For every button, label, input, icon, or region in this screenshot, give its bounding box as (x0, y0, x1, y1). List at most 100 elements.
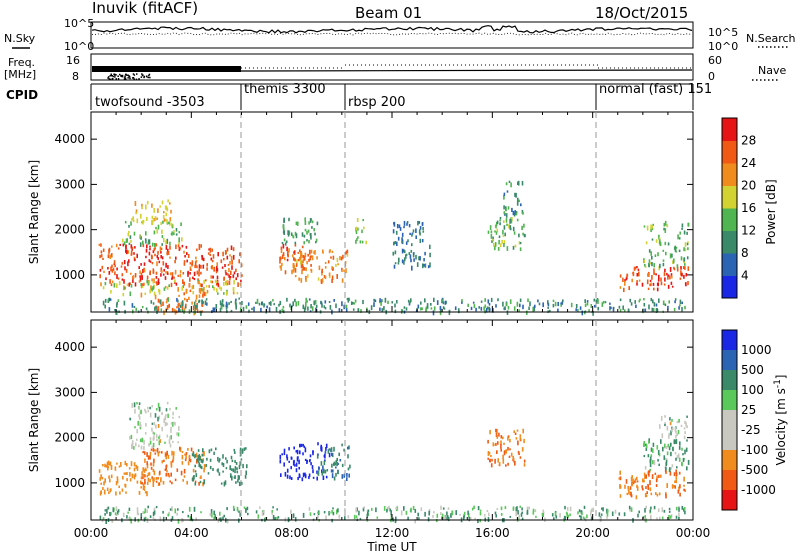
heatmap-cell (623, 512, 626, 517)
heatmap-cell (567, 514, 570, 518)
heatmap-cell (509, 448, 511, 451)
heatmap-cell (212, 285, 214, 289)
heatmap-cell (499, 222, 501, 226)
power-colorbar (722, 118, 737, 299)
heatmap-cell (167, 199, 169, 203)
heatmap-cell (685, 282, 687, 287)
heatmap-cell (211, 259, 214, 263)
heatmap-cell (306, 230, 308, 235)
heatmap-cell (111, 253, 113, 258)
heatmap-cell (363, 226, 365, 230)
heatmap-cell (133, 476, 136, 480)
heatmap-cell (136, 402, 138, 405)
heatmap-cell (356, 226, 358, 231)
heatmap-cell (308, 507, 311, 511)
heatmap-cell (150, 462, 152, 466)
heatmap-cell (174, 269, 177, 275)
heatmap-cell (517, 197, 519, 202)
heatmap-cell (509, 438, 511, 443)
heatmap-cell (288, 460, 290, 463)
heatmap-cell (505, 182, 508, 186)
heatmap-cell (145, 231, 147, 236)
heatmap-cell (189, 262, 192, 265)
heatmap-cell (659, 516, 661, 521)
heatmap-cell (273, 303, 275, 306)
heatmap-cell (116, 510, 119, 515)
heatmap-cell (228, 274, 230, 278)
heatmap-cell (225, 291, 228, 296)
heatmap-cell (400, 510, 403, 516)
heatmap-cell (126, 515, 128, 519)
heatmap-cell (674, 427, 677, 432)
heatmap-cell (394, 303, 396, 308)
heatmap-cell (357, 308, 360, 311)
nsearch-label: N.Search (746, 32, 796, 45)
heatmap-cell (110, 266, 112, 272)
heatmap-cell (114, 466, 117, 471)
heatmap-cell (230, 300, 232, 304)
heatmap-cell (301, 245, 304, 249)
heatmap-cell (226, 255, 229, 260)
heatmap-cell (675, 479, 678, 484)
heatmap-cell (176, 512, 178, 516)
heatmap-cell (333, 476, 336, 481)
heatmap-cell (683, 488, 685, 492)
colorbar-tick-label: 20 (741, 179, 756, 193)
heatmap-cell (419, 256, 421, 261)
heatmap-cell (411, 232, 414, 235)
cpid-label: CPID (6, 88, 38, 102)
heatmap-cell (128, 259, 130, 263)
heatmap-cell (517, 181, 519, 185)
heatmap-cell (271, 510, 273, 514)
heatmap-cell (196, 302, 198, 307)
heatmap-cell (429, 244, 431, 250)
heatmap-cell (590, 516, 593, 521)
heatmap-cell (328, 301, 331, 303)
heatmap-cell (193, 506, 196, 512)
heatmap-cell (518, 309, 520, 313)
y-tick-label: 4000 (54, 132, 85, 146)
heatmap-cell (298, 466, 300, 470)
heatmap-cell (430, 307, 433, 310)
heatmap-cell (226, 247, 229, 252)
heatmap-cell (292, 513, 295, 519)
heatmap-cell (200, 458, 203, 463)
heatmap-cell (641, 282, 644, 287)
heatmap-cell (346, 249, 349, 254)
freq-dot (132, 77, 135, 79)
heatmap-cell (515, 211, 518, 214)
heatmap-cell (317, 442, 319, 446)
heatmap-cell (197, 460, 200, 463)
heatmap-cell (421, 239, 424, 243)
heatmap-cell (164, 276, 167, 280)
heatmap-cell (654, 254, 657, 257)
heatmap-cell (178, 294, 180, 297)
heatmap-cell (502, 458, 505, 464)
heatmap-cell (153, 218, 156, 222)
heatmap-cell (188, 283, 191, 288)
heatmap-cell (537, 299, 539, 303)
heatmap-cell (131, 303, 134, 308)
heatmap-cell (263, 303, 265, 308)
heatmap-cell (660, 439, 662, 444)
heatmap-cell (125, 491, 127, 494)
heatmap-cell (167, 265, 169, 269)
heatmap-cell (678, 506, 680, 509)
heatmap-cell (238, 475, 240, 479)
heatmap-cell (236, 292, 239, 295)
heatmap-cell (298, 257, 301, 261)
heatmap-cell (169, 241, 171, 246)
heatmap-cell (216, 275, 219, 280)
heatmap-cell (675, 515, 678, 519)
heatmap-cell (180, 301, 183, 307)
heatmap-cell (233, 279, 235, 285)
heatmap-cell (647, 484, 649, 488)
heatmap-cell (192, 305, 195, 311)
heatmap-cell (393, 264, 396, 269)
heatmap-cell (233, 508, 235, 511)
heatmap-cell (507, 206, 510, 210)
heatmap-cell (253, 306, 255, 312)
heatmap-cell (311, 465, 314, 470)
heatmap-cell (410, 258, 412, 263)
heatmap-cell (651, 238, 654, 241)
